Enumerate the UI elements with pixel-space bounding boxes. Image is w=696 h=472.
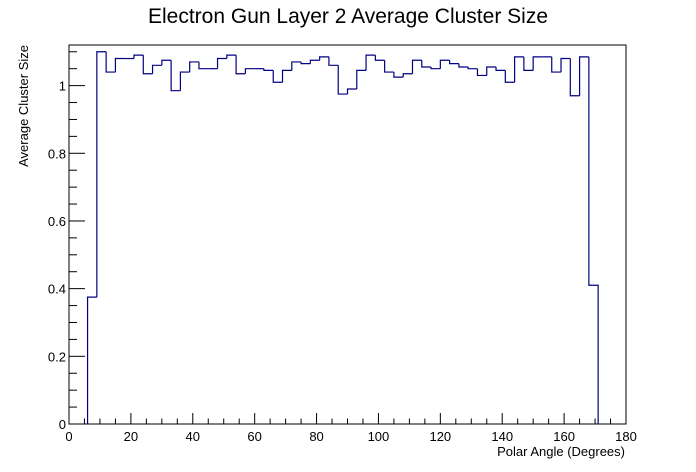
x-tick-label: 40 bbox=[186, 429, 200, 444]
histogram-bin bbox=[569, 58, 580, 97]
histogram-bin bbox=[114, 57, 125, 73]
histogram-bin bbox=[272, 70, 283, 83]
y-axis: 0 0.2 0.4 0.6 0.8 1 bbox=[48, 51, 85, 432]
histogram-bin bbox=[393, 72, 404, 78]
histogram-bin bbox=[374, 55, 385, 61]
chart-title: Electron Gun Layer 2 Average Cluster Siz… bbox=[148, 5, 548, 28]
histogram-bin bbox=[458, 63, 469, 68]
histogram-bin bbox=[523, 56, 534, 71]
y-tick-label: 1 bbox=[59, 79, 66, 94]
histogram-bin bbox=[430, 66, 441, 70]
histogram-bin bbox=[551, 56, 562, 73]
x-axis: 0 20 40 60 80 100 120 140 160 180 bbox=[65, 413, 637, 444]
histogram-bin bbox=[356, 69, 367, 89]
y-tick-label: 0.2 bbox=[48, 349, 66, 364]
histogram-bin bbox=[198, 61, 209, 70]
x-tick-label: 120 bbox=[429, 429, 451, 444]
histogram-bin bbox=[170, 60, 181, 92]
histogram-bin bbox=[133, 54, 144, 59]
histogram-bin bbox=[402, 73, 413, 78]
histogram-bin bbox=[189, 61, 199, 73]
histogram-bin bbox=[86, 296, 97, 424]
y-tick-label: 0.4 bbox=[48, 282, 66, 297]
plot-frame bbox=[68, 44, 627, 425]
histogram-bin bbox=[179, 71, 190, 91]
histogram-bin bbox=[532, 56, 543, 71]
y-axis-label: Average Cluster Size bbox=[16, 45, 31, 167]
histogram-series bbox=[86, 51, 599, 424]
x-tick-label: 20 bbox=[124, 429, 138, 444]
histogram-bin bbox=[588, 56, 599, 424]
y-tick-label: 0 bbox=[59, 417, 66, 432]
histogram-bin bbox=[235, 55, 246, 75]
x-tick-label: 0 bbox=[65, 429, 72, 444]
x-axis-label: Polar Angle (Degrees) bbox=[497, 444, 625, 459]
histogram-bin bbox=[216, 57, 227, 69]
histogram-bin bbox=[142, 55, 153, 75]
x-tick-label: 80 bbox=[309, 429, 323, 444]
histogram-bin bbox=[244, 68, 255, 74]
histogram-bin bbox=[421, 60, 432, 68]
histogram-bin bbox=[346, 88, 357, 95]
histogram-bin bbox=[309, 59, 320, 64]
histogram-bin bbox=[486, 66, 497, 76]
histogram-bin bbox=[439, 59, 450, 69]
histogram-bin bbox=[495, 66, 506, 71]
histogram-bin bbox=[96, 51, 107, 298]
histogram-bin bbox=[226, 54, 237, 59]
histogram-bin bbox=[337, 65, 348, 95]
histogram-bin bbox=[476, 68, 487, 77]
histogram-bin bbox=[151, 64, 162, 74]
histogram-bin bbox=[560, 57, 571, 73]
y-tick-label: 0.8 bbox=[48, 146, 66, 161]
x-tick-label: 140 bbox=[491, 429, 513, 444]
x-tick-label: 60 bbox=[247, 429, 261, 444]
histogram-bin bbox=[328, 56, 339, 66]
histogram-bin bbox=[281, 69, 292, 83]
y-tick-label: 0.6 bbox=[48, 214, 66, 229]
histogram-bin bbox=[449, 60, 459, 65]
histogram-bin bbox=[319, 56, 329, 61]
histogram-bin bbox=[300, 61, 311, 65]
histogram-bin bbox=[365, 54, 376, 71]
histogram-bin bbox=[263, 68, 274, 71]
histogram-bin bbox=[105, 51, 116, 73]
histogram-bin bbox=[514, 56, 524, 83]
histogram-bin bbox=[504, 70, 515, 83]
histogram-bin bbox=[384, 60, 394, 73]
x-tick-label: 100 bbox=[368, 429, 390, 444]
x-tick-label: 160 bbox=[553, 429, 575, 444]
histogram-bin bbox=[467, 66, 478, 70]
histogram-bin bbox=[411, 59, 422, 74]
histogram-bin bbox=[291, 61, 302, 71]
histogram-bin bbox=[161, 59, 172, 66]
histogram-bin bbox=[578, 56, 589, 96]
x-tick-label: 180 bbox=[615, 429, 637, 444]
